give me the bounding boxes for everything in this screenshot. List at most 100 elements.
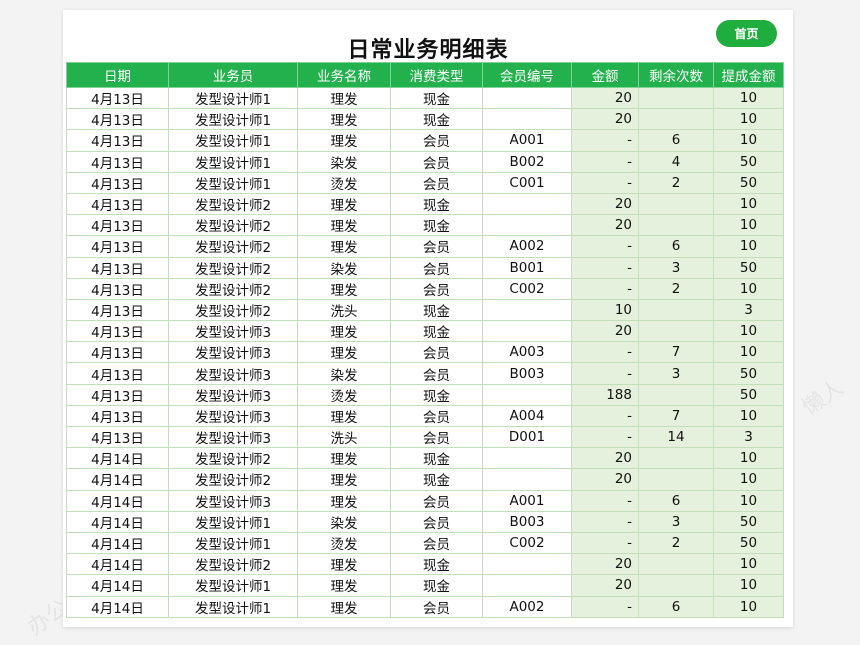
table-row[interactable]: 4月13日 发型设计师1 理发 现金 20 10 (66, 108, 784, 131)
payment-type-cell[interactable]: 现金 (390, 108, 483, 131)
staff-cell[interactable]: 发型设计师3 (168, 425, 298, 449)
table-row[interactable]: 4月14日 发型设计师2 理发 现金 20 10 (66, 553, 784, 576)
date-cell[interactable]: 4月13日 (66, 171, 169, 194)
table-row[interactable]: 4月14日 发型设计师3 理发 会员 A001-6 10 (66, 489, 784, 512)
staff-cell[interactable]: 发型设计师2 (168, 277, 298, 300)
payment-type-cell[interactable]: 现金 (390, 574, 483, 597)
table-row[interactable]: 4月13日 发型设计师2 理发 会员 C002-2 10 (66, 277, 784, 300)
payment-type-cell[interactable]: 现金 (390, 320, 483, 343)
date-cell[interactable]: 4月13日 (66, 298, 169, 322)
staff-cell[interactable]: 发型设计师3 (168, 404, 298, 428)
commission-cell[interactable]: 10 (713, 341, 784, 364)
member-id-cell[interactable] (482, 553, 572, 576)
remaining-cell[interactable]: 14 (638, 425, 714, 449)
table-row[interactable]: 4月13日 发型设计师2 理发 会员 A002-6 10 (66, 235, 784, 258)
remaining-cell[interactable]: 6 (638, 595, 714, 618)
date-cell[interactable]: 4月13日 (66, 404, 169, 428)
business-cell[interactable]: 染发 (297, 510, 391, 533)
remaining-cell[interactable] (638, 383, 714, 406)
commission-cell[interactable]: 50 (713, 150, 784, 173)
member-id-cell[interactable]: B002 (482, 150, 572, 173)
member-id-cell[interactable]: A004 (482, 404, 572, 428)
business-cell[interactable]: 烫发 (297, 531, 391, 555)
payment-type-cell[interactable]: 现金 (390, 86, 483, 110)
business-cell[interactable]: 理发 (297, 129, 391, 152)
payment-type-cell[interactable]: 会员 (390, 425, 483, 449)
staff-cell[interactable]: 发型设计师1 (168, 510, 298, 533)
remaining-cell[interactable]: 6 (638, 129, 714, 152)
table-row[interactable]: 4月14日 发型设计师2 理发 现金 20 10 (66, 447, 784, 470)
amount-cell[interactable]: 20 (571, 108, 639, 131)
business-cell[interactable]: 理发 (297, 277, 391, 300)
commission-cell[interactable]: 50 (713, 256, 784, 279)
column-header-date[interactable]: 日期 (66, 62, 169, 88)
business-cell[interactable]: 理发 (297, 108, 391, 131)
commission-cell[interactable]: 50 (713, 171, 784, 194)
commission-cell[interactable]: 3 (713, 425, 784, 449)
business-cell[interactable]: 理发 (297, 595, 391, 618)
remaining-cell[interactable] (638, 553, 714, 576)
date-cell[interactable]: 4月13日 (66, 277, 169, 300)
remaining-cell[interactable]: 6 (638, 489, 714, 512)
member-id-cell[interactable] (482, 298, 572, 322)
commission-cell[interactable]: 10 (713, 277, 784, 300)
commission-cell[interactable]: 50 (713, 362, 784, 385)
remaining-cell[interactable] (638, 320, 714, 343)
business-cell[interactable]: 洗头 (297, 298, 391, 322)
amount-cell[interactable]: - (571, 531, 639, 555)
remaining-cell[interactable] (638, 447, 714, 470)
remaining-cell[interactable]: 7 (638, 404, 714, 428)
remaining-cell[interactable]: 2 (638, 171, 714, 194)
business-cell[interactable]: 理发 (297, 447, 391, 470)
staff-cell[interactable]: 发型设计师3 (168, 489, 298, 512)
member-id-cell[interactable]: C002 (482, 277, 572, 300)
staff-cell[interactable]: 发型设计师1 (168, 108, 298, 131)
amount-cell[interactable]: - (571, 595, 639, 618)
amount-cell[interactable]: - (571, 235, 639, 258)
commission-cell[interactable]: 10 (713, 86, 784, 110)
staff-cell[interactable]: 发型设计师1 (168, 531, 298, 555)
member-id-cell[interactable] (482, 320, 572, 343)
member-id-cell[interactable]: A001 (482, 489, 572, 512)
payment-type-cell[interactable]: 会员 (390, 531, 483, 555)
date-cell[interactable]: 4月13日 (66, 425, 169, 449)
remaining-cell[interactable]: 2 (638, 531, 714, 555)
column-header-member-id[interactable]: 会员编号 (482, 62, 572, 88)
business-cell[interactable]: 染发 (297, 362, 391, 385)
payment-type-cell[interactable]: 会员 (390, 510, 483, 533)
payment-type-cell[interactable]: 现金 (390, 383, 483, 406)
amount-cell[interactable]: - (571, 510, 639, 533)
amount-cell[interactable]: 20 (571, 192, 639, 216)
payment-type-cell[interactable]: 会员 (390, 404, 483, 428)
table-row[interactable]: 4月14日 发型设计师1 染发 会员 B003-3 50 (66, 510, 784, 533)
member-id-cell[interactable]: B001 (482, 256, 572, 279)
staff-cell[interactable]: 发型设计师2 (168, 298, 298, 322)
remaining-cell[interactable] (638, 108, 714, 131)
commission-cell[interactable]: 10 (713, 404, 784, 428)
amount-cell[interactable]: 20 (571, 553, 639, 576)
commission-cell[interactable]: 10 (713, 108, 784, 131)
business-cell[interactable]: 染发 (297, 256, 391, 279)
payment-type-cell[interactable]: 会员 (390, 235, 483, 258)
staff-cell[interactable]: 发型设计师3 (168, 362, 298, 385)
table-row[interactable]: 4月14日 发型设计师1 理发 会员 A002-6 10 (66, 595, 784, 618)
business-cell[interactable]: 洗头 (297, 425, 391, 449)
amount-cell[interactable]: - (571, 425, 639, 449)
remaining-cell[interactable]: 3 (638, 256, 714, 279)
payment-type-cell[interactable]: 会员 (390, 489, 483, 512)
table-row[interactable]: 4月13日 发型设计师2 理发 现金 20 10 (66, 214, 784, 237)
commission-cell[interactable]: 3 (713, 298, 784, 322)
date-cell[interactable]: 4月14日 (66, 489, 169, 512)
amount-cell[interactable]: - (571, 362, 639, 385)
amount-cell[interactable]: - (571, 150, 639, 173)
payment-type-cell[interactable]: 会员 (390, 595, 483, 618)
date-cell[interactable]: 4月13日 (66, 129, 169, 152)
table-row[interactable]: 4月14日 发型设计师1 理发 现金 20 10 (66, 574, 784, 597)
commission-cell[interactable]: 10 (713, 553, 784, 576)
remaining-cell[interactable] (638, 214, 714, 237)
member-id-cell[interactable] (482, 108, 572, 131)
table-row[interactable]: 4月13日 发型设计师2 洗头 现金 10 3 (66, 298, 784, 322)
staff-cell[interactable]: 发型设计师2 (168, 192, 298, 216)
remaining-cell[interactable]: 3 (638, 510, 714, 533)
staff-cell[interactable]: 发型设计师1 (168, 86, 298, 110)
